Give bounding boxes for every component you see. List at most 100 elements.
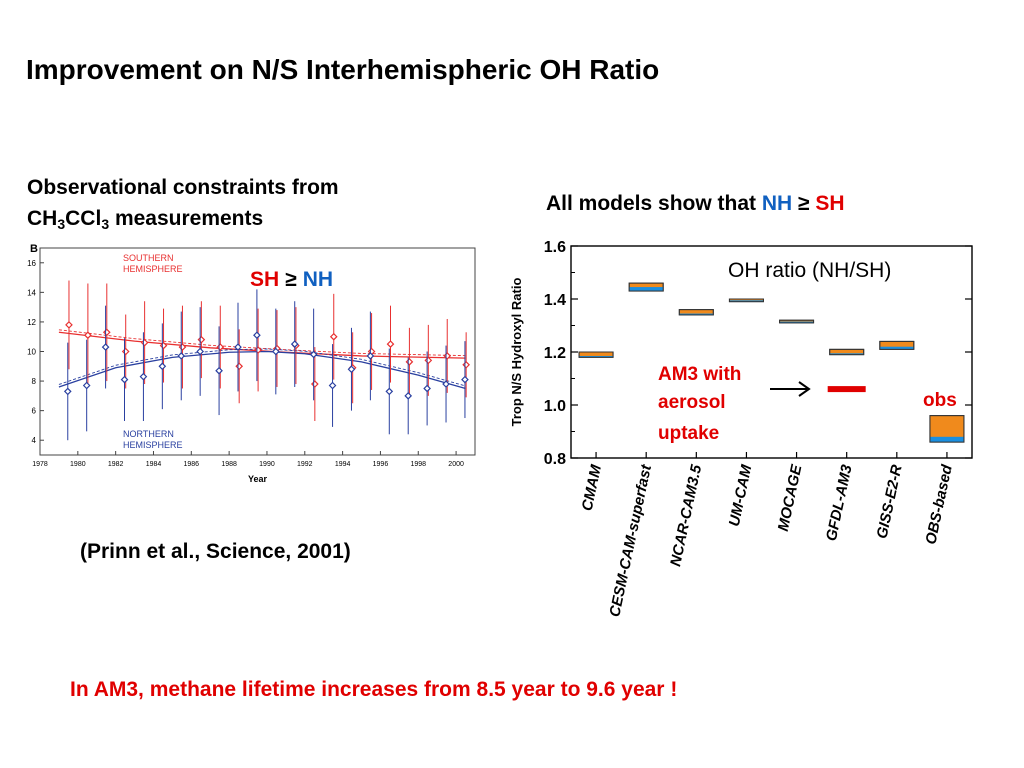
x-tick-label: 1980 bbox=[70, 461, 86, 468]
oh-ratio-chart-axes: 0.8 1.0 1.2 1.4 1.6 Trop N/S Hydroxyl Ratio CM… bbox=[509, 239, 973, 618]
left-heading-sub-b: 3 bbox=[101, 216, 110, 232]
left-heading-sub-a: 3 bbox=[57, 216, 66, 232]
model-range-outline bbox=[678, 309, 714, 316]
oh-ratio-chart-marks bbox=[578, 282, 965, 443]
y-tick-label: 4 bbox=[32, 436, 37, 445]
data-point bbox=[177, 352, 186, 360]
data-point bbox=[461, 375, 469, 384]
left-panel-heading: Observational constraints from CH3CCl3 m… bbox=[27, 172, 339, 234]
data-point bbox=[442, 380, 450, 388]
bottom-note: In AM3, methane lifetime increases from … bbox=[70, 678, 678, 701]
data-point bbox=[196, 347, 205, 356]
y-tick-label: 1.0 bbox=[544, 398, 566, 415]
data-point bbox=[329, 332, 338, 341]
data-point bbox=[158, 362, 167, 371]
page-title: Improvement on N/S Interhemispheric OH R… bbox=[26, 54, 660, 85]
data-point bbox=[82, 381, 91, 390]
data-point bbox=[63, 387, 72, 396]
data-point bbox=[405, 358, 414, 366]
data-point bbox=[197, 335, 206, 344]
y-tick-label: 1.4 bbox=[544, 292, 566, 309]
category-label: NCAR-CAM3.5 bbox=[667, 463, 705, 568]
x-tick-label: 1984 bbox=[146, 461, 162, 468]
am3-aerosol-mark bbox=[827, 386, 866, 393]
category-label: UM-CAM bbox=[726, 463, 756, 528]
right-panel-heading: All models show that NH ≥ SH bbox=[546, 192, 845, 216]
observation-chart-axes: 4 6 8 10 12 14 16 1978 1980 1982 1984 1986 1988 1990 1… bbox=[27, 247, 476, 484]
data-point bbox=[443, 352, 452, 360]
y-tick-label: 16 bbox=[27, 259, 36, 268]
data-point bbox=[309, 350, 318, 359]
left-heading-line1: Observational constraints from bbox=[27, 176, 339, 199]
data-point bbox=[235, 362, 244, 371]
model-range-outline bbox=[829, 348, 865, 356]
obs-label: obs bbox=[923, 390, 957, 411]
data-point bbox=[121, 347, 130, 356]
fit-line bbox=[58, 331, 466, 359]
sh-ge-nh-label: SH ≥ NH bbox=[250, 268, 333, 291]
model-range-outline bbox=[578, 351, 614, 358]
data-point bbox=[140, 338, 149, 347]
y-tick-label: 1.2 bbox=[544, 345, 566, 362]
data-point bbox=[386, 340, 395, 348]
x-tick-label: 1986 bbox=[184, 461, 200, 468]
legend-southern-2: HEMISPHERE bbox=[123, 264, 183, 274]
data-point bbox=[385, 387, 394, 396]
data-point bbox=[253, 331, 261, 340]
left-heading-ccl: CCl bbox=[65, 207, 102, 230]
x-tick-label: 1992 bbox=[297, 461, 313, 468]
data-point bbox=[404, 392, 413, 400]
model-range-blue bbox=[929, 436, 964, 443]
legend-northern-1: NORTHERN bbox=[123, 429, 174, 439]
left-heading-tail: measurements bbox=[109, 207, 264, 230]
oh-ratio-inset-title: OH ratio (NH/SH) bbox=[728, 259, 891, 282]
nh-label: NH bbox=[303, 268, 333, 291]
category-label: CMAM bbox=[579, 463, 605, 513]
model-range-blue bbox=[579, 355, 614, 358]
data-point bbox=[347, 365, 356, 374]
x-tick-label: 1996 bbox=[373, 461, 389, 468]
model-range-blue bbox=[829, 353, 864, 355]
category-label: MOCAGE bbox=[775, 462, 806, 533]
ge-label: ≥ bbox=[285, 268, 297, 291]
y-tick-label: 12 bbox=[27, 318, 36, 327]
data-point bbox=[101, 343, 110, 351]
data-point bbox=[310, 380, 319, 388]
y-tick-label: 1.6 bbox=[544, 239, 566, 256]
data-point bbox=[271, 347, 280, 356]
x-tick-label: 1990 bbox=[259, 461, 275, 468]
model-range-blue bbox=[629, 287, 664, 292]
am3-note-line2: aerosol bbox=[658, 392, 726, 413]
model-range-outline bbox=[929, 415, 965, 443]
x-tick-label: 2000 bbox=[448, 461, 464, 468]
data-point bbox=[139, 372, 148, 381]
right-heading-prefix: All models show that bbox=[546, 192, 762, 215]
data-point bbox=[234, 343, 242, 351]
data-point bbox=[84, 331, 92, 340]
panel-letter: B bbox=[30, 243, 38, 255]
model-range-outline bbox=[728, 298, 764, 303]
x-tick-label: 1998 bbox=[410, 461, 426, 468]
data-point bbox=[328, 381, 337, 390]
right-heading-nh: NH bbox=[761, 192, 793, 215]
category-label: CESM-CAM-superfast bbox=[606, 462, 655, 618]
data-point bbox=[366, 352, 375, 360]
x-tick-label: 1994 bbox=[335, 461, 351, 468]
x-tick-label: 1988 bbox=[221, 461, 237, 468]
model-range-blue bbox=[679, 313, 714, 316]
y-tick-label: 6 bbox=[32, 407, 37, 416]
am3-note-line1: AM3 with bbox=[658, 364, 741, 385]
data-point bbox=[423, 384, 431, 393]
right-heading-sh: SH bbox=[815, 192, 845, 215]
category-label: GISS-E2-R bbox=[874, 463, 906, 540]
data-point bbox=[290, 340, 299, 348]
am3-arrow-head bbox=[798, 381, 811, 397]
data-point bbox=[65, 321, 73, 329]
fit-line bbox=[58, 350, 466, 390]
observation-chart: 4 6 8 10 12 14 16 1978 1980 1982 1984 1986 1988 1990 1… bbox=[27, 243, 476, 484]
x-axis-label: Year bbox=[248, 474, 268, 484]
oh-ratio-chart: 0.8 1.0 1.2 1.4 1.6 Trop N/S Hydroxyl Ratio CM… bbox=[509, 239, 973, 618]
legend-southern-1: SOUTHERN bbox=[123, 253, 174, 263]
data-point bbox=[215, 366, 223, 375]
observation-chart-marks bbox=[63, 280, 470, 441]
